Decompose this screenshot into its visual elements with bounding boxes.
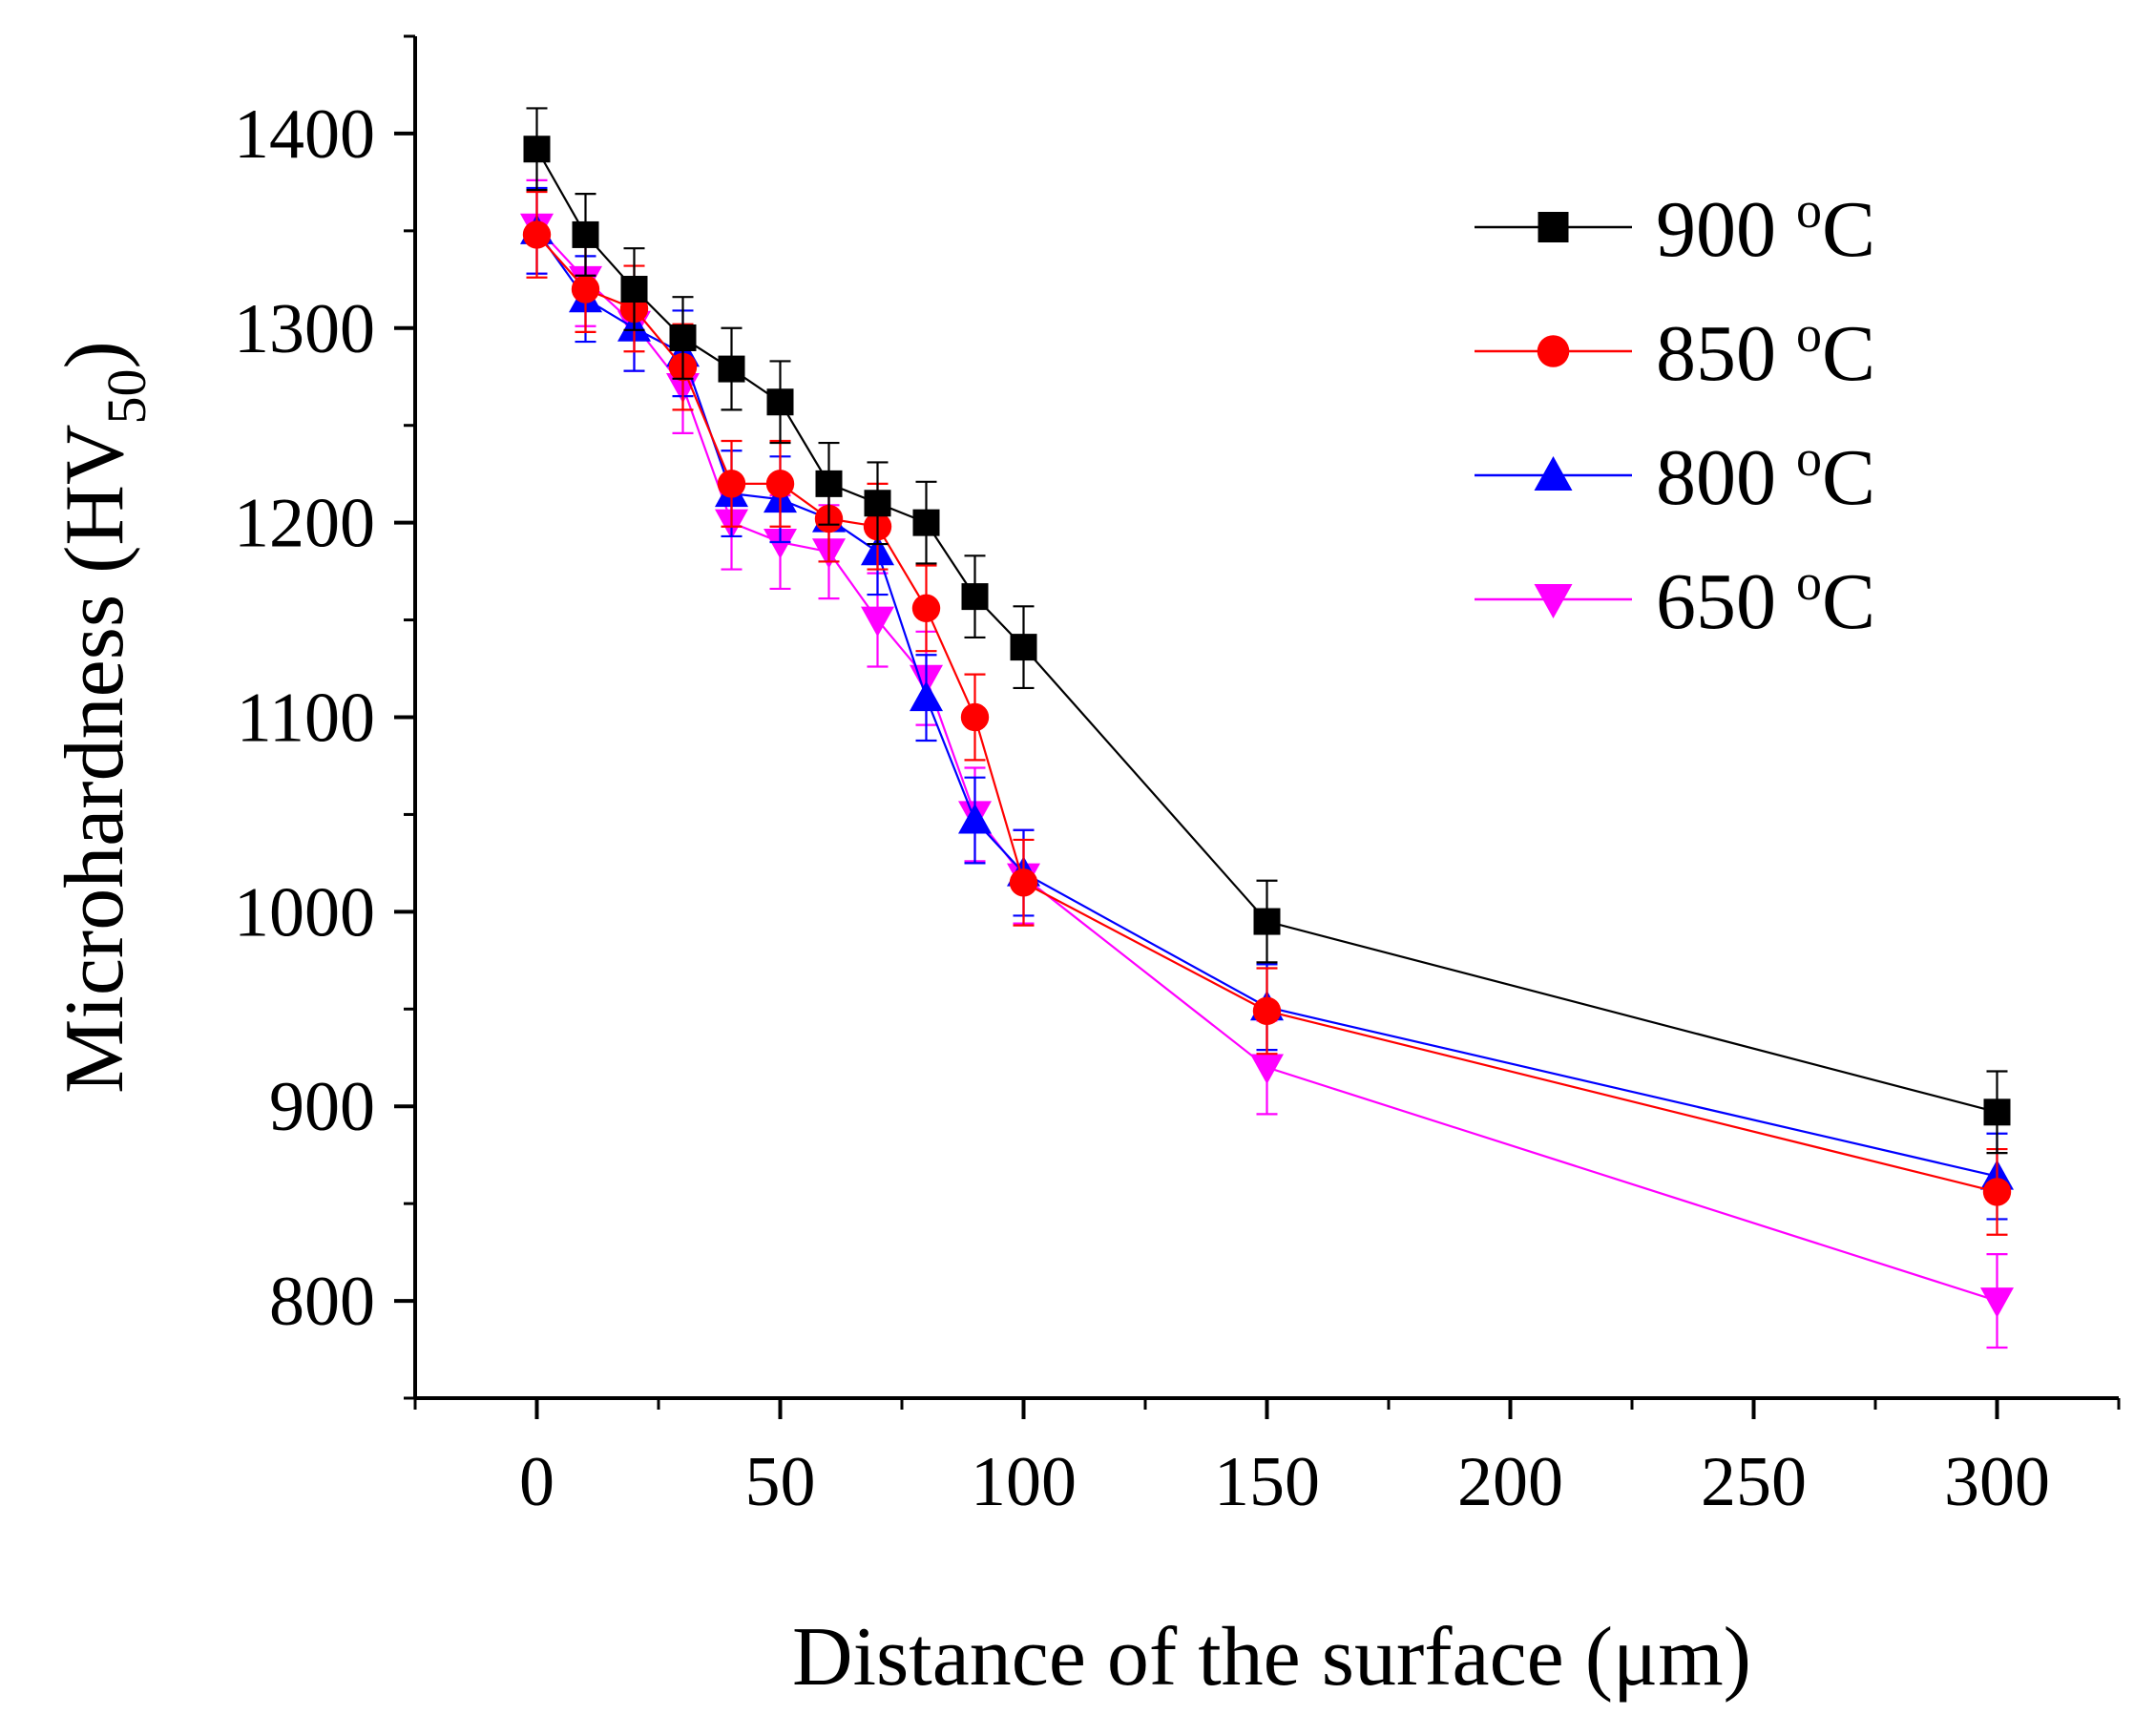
y-tick-label: 1300 — [234, 290, 375, 368]
data-point — [765, 470, 795, 498]
data-point — [911, 594, 941, 623]
y-tick-label: 1400 — [234, 95, 375, 174]
legend-label: 850 oC — [1656, 305, 1875, 398]
data-point — [764, 529, 797, 559]
legend-entry-850: 850 oC — [1475, 305, 1875, 398]
data-point — [1250, 1054, 1284, 1084]
axes: 0 50 100 150 200 250 300 800 900 1000 1100 1200 1300… — [234, 34, 2121, 1521]
data-point — [1983, 1098, 2011, 1126]
series-900 — [523, 107, 2011, 1155]
x-tick-label: 100 — [971, 1443, 1077, 1521]
legend-marker — [1538, 212, 1569, 242]
y-tick-label: 1000 — [234, 873, 375, 952]
data-point — [718, 355, 745, 383]
x-tick-label: 200 — [1457, 1443, 1563, 1521]
x-tick-label: 50 — [745, 1443, 816, 1521]
data-point — [958, 804, 992, 834]
data-point — [960, 702, 990, 732]
legend-label-value: 900 — [1656, 185, 1796, 274]
data-point — [910, 680, 943, 712]
data-point — [572, 220, 599, 248]
data-point — [522, 220, 552, 249]
legend-label-degree: o — [1796, 181, 1822, 239]
series-layer — [520, 107, 2014, 1349]
legend-label-unit: C — [1822, 433, 1875, 522]
data-point — [1009, 868, 1038, 897]
y-axis-title-subscript: 50 — [95, 368, 157, 424]
legend-marker — [1537, 335, 1570, 367]
data-point — [864, 490, 891, 517]
x-axis-title: Distance of the surface (μm) — [792, 1611, 1751, 1704]
data-point — [523, 136, 551, 163]
data-point — [766, 388, 794, 416]
data-point — [571, 275, 600, 303]
legend-entry-900: 900 oC — [1475, 181, 1875, 274]
legend-marker — [1534, 456, 1573, 491]
x-tick-label: 250 — [1701, 1443, 1807, 1521]
x-tick-label: 0 — [519, 1443, 554, 1521]
legend-label-value: 650 — [1656, 557, 1796, 646]
legend-label-value: 850 — [1656, 309, 1796, 398]
data-point — [1982, 1178, 2012, 1206]
y-tick-label: 900 — [269, 1068, 375, 1146]
data-point — [861, 606, 894, 638]
data-point — [1252, 996, 1282, 1026]
data-point — [620, 276, 648, 303]
y-axis-title: Microhardness (HV50) — [49, 341, 157, 1094]
legend-label-degree: o — [1796, 554, 1822, 611]
legend-label-unit: C — [1822, 309, 1875, 398]
legend-label-unit: C — [1822, 557, 1875, 646]
legend-label-degree: o — [1796, 305, 1822, 363]
legend-label: 800 oC — [1656, 429, 1875, 522]
data-point — [1010, 634, 1037, 661]
legend-entry-800: 800 oC — [1475, 429, 1875, 522]
data-point — [1253, 908, 1281, 935]
y-axis-title-main: Microhardness (HV — [49, 424, 141, 1093]
axis-titles: Distance of the surface (μm) Microhardne… — [49, 341, 1751, 1704]
y-tick-label: 1200 — [234, 485, 375, 563]
y-axis-title-close: ) — [49, 341, 141, 368]
legend-label: 900 oC — [1656, 181, 1875, 274]
legend-entry-650: 650 oC — [1475, 554, 1875, 646]
data-point — [669, 324, 697, 351]
data-point — [717, 470, 746, 498]
x-tick-label: 150 — [1214, 1443, 1320, 1521]
data-point — [912, 509, 940, 536]
legend-label-value: 800 — [1656, 433, 1796, 522]
legend-marker — [1534, 584, 1573, 618]
data-point — [1980, 1287, 2014, 1318]
legend-label-degree: o — [1796, 429, 1822, 487]
data-point — [815, 470, 843, 497]
legend-label: 650 oC — [1656, 554, 1875, 646]
y-tick-label: 1100 — [237, 680, 375, 758]
legend-label-unit: C — [1822, 185, 1875, 274]
data-point — [961, 583, 989, 611]
x-tick-label: 300 — [1944, 1443, 2050, 1521]
y-tick-label: 800 — [269, 1263, 375, 1341]
